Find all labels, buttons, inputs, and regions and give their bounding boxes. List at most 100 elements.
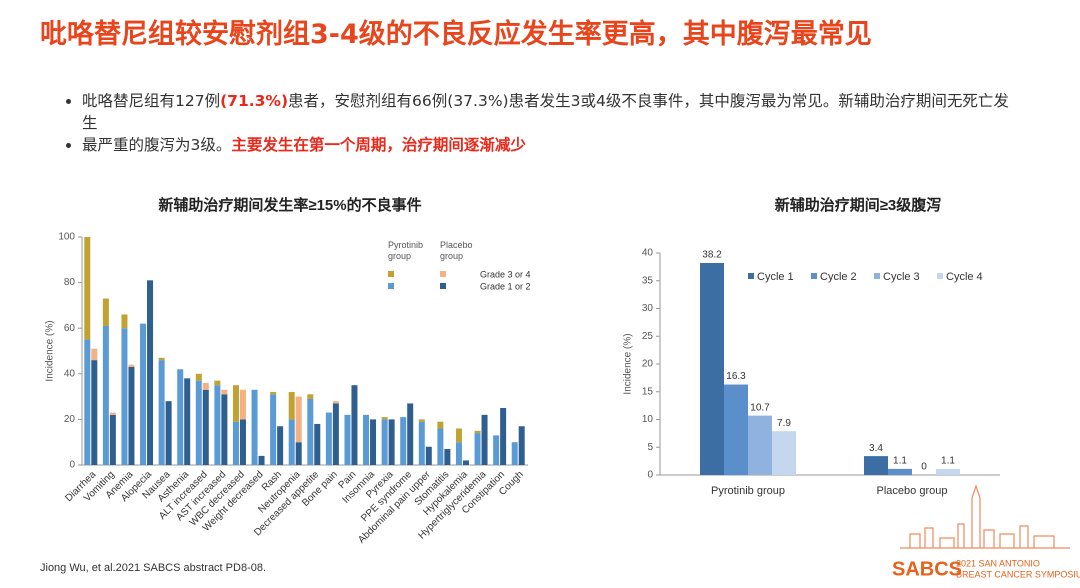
chart-title: 新辅助治疗期间≥3级腹泻 (775, 196, 942, 214)
bar-segment (381, 419, 388, 465)
y-tick-label: 20 (642, 359, 654, 370)
legend-group-line: Pyrotinib (388, 240, 423, 250)
logo-line: 2021 SAN ANTONIO (956, 558, 1040, 568)
bar-segment (202, 382, 209, 390)
bar (888, 468, 912, 475)
bar-segment (270, 392, 277, 395)
bar-segment (425, 446, 432, 465)
bar-segment (102, 298, 109, 326)
y-axis-label: Incidence (%) (45, 320, 56, 381)
bar-segment (418, 421, 425, 465)
bar-segment (128, 366, 135, 465)
bar-segment (214, 385, 221, 465)
data-label: 38.2 (702, 250, 722, 261)
y-tick-label: 100 (58, 232, 75, 243)
legend-group-line: group (440, 251, 463, 261)
data-label: 1.1 (941, 456, 955, 467)
bar-segment (455, 442, 462, 465)
y-tick-label: 60 (64, 323, 76, 334)
bar-segment (158, 360, 165, 465)
legend-label: Cycle 3 (883, 271, 920, 283)
bar-segment (140, 323, 147, 465)
y-tick-label: 40 (64, 368, 76, 379)
bar (936, 468, 960, 475)
bar-segment (363, 414, 370, 465)
legend-swatch (388, 283, 394, 289)
bar-segment (195, 373, 202, 381)
bar-segment (400, 417, 407, 465)
legend-label: Cycle 4 (946, 271, 983, 283)
y-tick-label: 15 (642, 386, 654, 397)
bar-segment (202, 389, 209, 465)
bullet-text: 吡咯替尼组有127例 (82, 92, 221, 110)
legend-swatch (874, 273, 880, 279)
bar-segment (518, 426, 525, 465)
data-label: 7.9 (777, 418, 791, 429)
bullet-text: (71.3%) (220, 92, 289, 110)
slide-title: 吡咯替尼组较安慰剂组3-4级的不良反应发生率更高，其中腹泻最常见 (40, 19, 872, 50)
x-tick-label: Placebo group (877, 485, 948, 497)
bar-segment (221, 389, 228, 395)
bar-segment (511, 442, 518, 465)
legend-swatch (748, 273, 754, 279)
bar-segment (84, 237, 91, 340)
bullet: 吡咯替尼组有127例(71.3%)患者，安慰剂组有66例(37.3%)患者发生3… (82, 90, 1017, 134)
bar-segment (84, 339, 91, 465)
bar-segment (121, 314, 128, 329)
bar-segment (214, 380, 221, 386)
bar-segment (481, 414, 488, 465)
legend-group-line: group (388, 251, 411, 261)
bar-segment (325, 412, 332, 465)
bar-segment (500, 408, 507, 465)
bullet: 最严重的腹泻为3级。主要发生在第一个周期，治疗期间逐渐减少 (82, 134, 1017, 156)
bar (772, 431, 796, 475)
legend-grade: Grade 3 or 4 (480, 269, 531, 279)
bar-segment (437, 428, 444, 465)
legend-group: Placebo group (440, 240, 473, 261)
y-tick-label: 0 (69, 460, 75, 471)
bar-segment (381, 417, 388, 420)
bullet-text: 主要发生在第一个周期，治疗期间逐渐减少 (231, 136, 526, 154)
bar-segment (232, 421, 239, 465)
bar (864, 456, 888, 475)
legend-swatch (388, 271, 394, 277)
y-tick-label: 20 (64, 414, 76, 425)
bar-segment (109, 412, 116, 415)
bar-segment (444, 449, 451, 465)
bar-segment (251, 389, 258, 465)
data-label: 3.4 (869, 443, 883, 454)
bar-segment (455, 428, 462, 443)
bar-segment (418, 419, 425, 422)
data-label: 0 (921, 462, 927, 473)
bar-segment (239, 419, 246, 465)
data-label: 1.1 (893, 456, 907, 467)
data-label: 16.3 (726, 371, 746, 382)
y-axis-label: Incidence (%) (623, 333, 634, 394)
bar-segment (91, 348, 98, 361)
bar-segment (270, 394, 277, 465)
bar-segment (295, 396, 302, 443)
legend-swatch (440, 271, 446, 277)
bar-segment (177, 369, 184, 465)
bar-segment (351, 385, 358, 465)
bar-segment (239, 389, 246, 420)
y-tick-label: 10 (642, 414, 654, 425)
legend-grade: Grade 1 or 2 (480, 281, 531, 291)
y-tick-label: 40 (642, 248, 654, 259)
bar-segment (295, 442, 302, 465)
legend-label: Cycle 2 (820, 271, 857, 283)
bar-segment (314, 423, 321, 465)
legend-swatch (440, 283, 446, 289)
bar-segment (165, 401, 172, 465)
bar-segment (288, 392, 295, 420)
bar-segment (147, 280, 154, 465)
bar-segment (474, 430, 481, 434)
y-tick-label: 5 (647, 442, 653, 453)
chart-title: 新辅助治疗期间发生率≥15%的不良事件 (158, 196, 421, 214)
y-tick-label: 35 (642, 275, 654, 286)
bar-segment (91, 360, 98, 465)
data-label: 10.7 (750, 402, 770, 413)
bullet-text: 患者，安慰剂组有66例(37.3%)患者发生3或4级不良事件，其中腹泻最为常见。… (82, 92, 1009, 132)
bar-segment (121, 328, 128, 465)
